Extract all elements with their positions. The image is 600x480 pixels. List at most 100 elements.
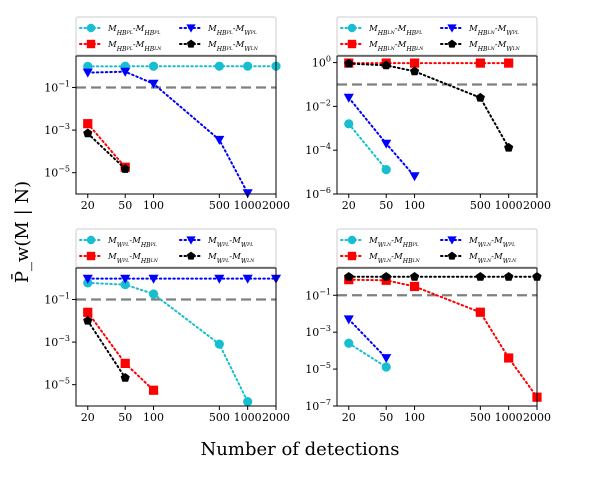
legend-marker (186, 236, 196, 245)
legend-label: MHBLN-MWPL (468, 24, 519, 37)
legend-text-subsub: PL (222, 258, 229, 264)
data-point (83, 315, 93, 325)
legend-text-subsub: LN (383, 258, 392, 264)
legend-text-sub: HB (377, 30, 388, 37)
data-point (120, 358, 130, 368)
y-tick-exponent: −5 (319, 361, 331, 370)
series-line (86, 70, 249, 195)
legend-text-subsub: PL (126, 46, 133, 52)
legend-marker (86, 251, 96, 261)
legend-text-sub: HB (405, 30, 416, 37)
data-point (83, 307, 93, 317)
legend-text-dash: - (495, 24, 498, 34)
data-point (83, 61, 93, 71)
y-tick-label: 10−5 (44, 377, 70, 392)
data-point (242, 274, 253, 284)
legend-label: MWPL-MHBLN (107, 252, 159, 265)
legend-text-subsub: LN (387, 30, 396, 36)
legend-text-M: M (107, 236, 117, 246)
legend-text-sub: HB (216, 30, 227, 37)
data-point (120, 67, 131, 77)
legend-text-dash: - (229, 252, 232, 262)
legend-marker (447, 24, 457, 33)
y-tick-label: 10−1 (44, 291, 70, 306)
legend-text-subsub: LN (250, 46, 259, 52)
legend-text-subsub: PL (126, 30, 133, 36)
data-point (344, 119, 354, 129)
legend-text-subsub: LN (415, 46, 424, 52)
legend-text-M: M (468, 236, 478, 246)
x-tick-label: 2000 (523, 199, 551, 212)
legend-text-M: M (368, 236, 378, 246)
legend-label: MWLN-MHBPL (368, 236, 419, 249)
y-tick-base: 10 (44, 167, 58, 180)
data-point (381, 362, 391, 372)
legend-text-subsub: LN (483, 242, 492, 248)
x-tick-label: 500 (470, 411, 491, 424)
axes-frame (75, 267, 277, 407)
legend-text-sub: W (503, 258, 510, 265)
data-point (82, 68, 93, 78)
legend-text-subsub: PL (512, 30, 519, 36)
legend-text-M: M (497, 24, 507, 34)
legend-label: MWLN-MWPL (468, 236, 515, 249)
legend-text-subsub: PL (250, 30, 257, 36)
axes-frame (336, 267, 538, 407)
y-tick-base: 10 (305, 100, 319, 113)
legend-text-subsub: PL (153, 30, 160, 36)
series-line (347, 96, 416, 178)
panel-top-right: 20 50 100 500 1000 200010010−210−410−6MHBLN-M… (305, 16, 551, 212)
x-tick-label: 100 (404, 411, 425, 424)
legend-text-M: M (131, 252, 141, 262)
legend-text-M: M (397, 40, 407, 50)
legend-text-subsub: PL (246, 242, 253, 248)
legend-text-sub: W (506, 46, 513, 53)
legend-text-sub: HB (116, 46, 127, 53)
legend-text-M: M (231, 236, 241, 246)
legend-marker (347, 235, 357, 245)
legend-text-M: M (107, 24, 117, 34)
legend-text-dash: - (133, 40, 136, 50)
y-tick-exponent: −4 (319, 142, 331, 151)
legend-label: MWPL-MWLN (207, 252, 255, 265)
legend-text-subsub: PL (415, 30, 422, 36)
data-point (83, 128, 93, 138)
y-tick-exponent: −3 (319, 324, 331, 333)
legend-marker (86, 23, 96, 33)
legend-label: MHBLN-MHBPL (368, 24, 422, 37)
series-line (347, 342, 388, 368)
y-tick-label: 10−3 (305, 324, 331, 339)
data-point (381, 271, 391, 281)
x-tick-label: 500 (209, 411, 230, 424)
data-point (148, 289, 159, 299)
series-line (347, 278, 538, 399)
legend-text-sub: W (378, 242, 385, 249)
legend-text-dash: - (133, 24, 136, 34)
legend-text-sub: HB (143, 30, 154, 37)
data-point (243, 61, 253, 71)
legend-text-sub: W (503, 242, 510, 249)
y-tick-base: 10 (305, 144, 319, 157)
data-point (504, 353, 514, 363)
y-tick-label: 100 (312, 55, 331, 70)
series-line (86, 319, 127, 379)
x-tick-label: 500 (209, 199, 230, 212)
x-tick-label: 2000 (262, 199, 290, 212)
legend-marker (186, 24, 196, 33)
y-tick-base: 10 (305, 289, 319, 302)
legend-text-M: M (131, 236, 141, 246)
data-point (381, 60, 391, 70)
x-tick-label: 20 (81, 199, 95, 212)
y-tick-base: 10 (44, 379, 58, 392)
legend-text-M: M (397, 24, 407, 34)
legend-text-subsub: LN (387, 46, 396, 52)
y-axis-label: P̄_w(M | N) (10, 181, 33, 283)
y-tick-exponent: −3 (58, 122, 70, 131)
data-point (409, 66, 420, 76)
legend-marker (347, 251, 357, 261)
y-tick-exponent: −1 (319, 287, 331, 296)
data-point (120, 373, 130, 382)
